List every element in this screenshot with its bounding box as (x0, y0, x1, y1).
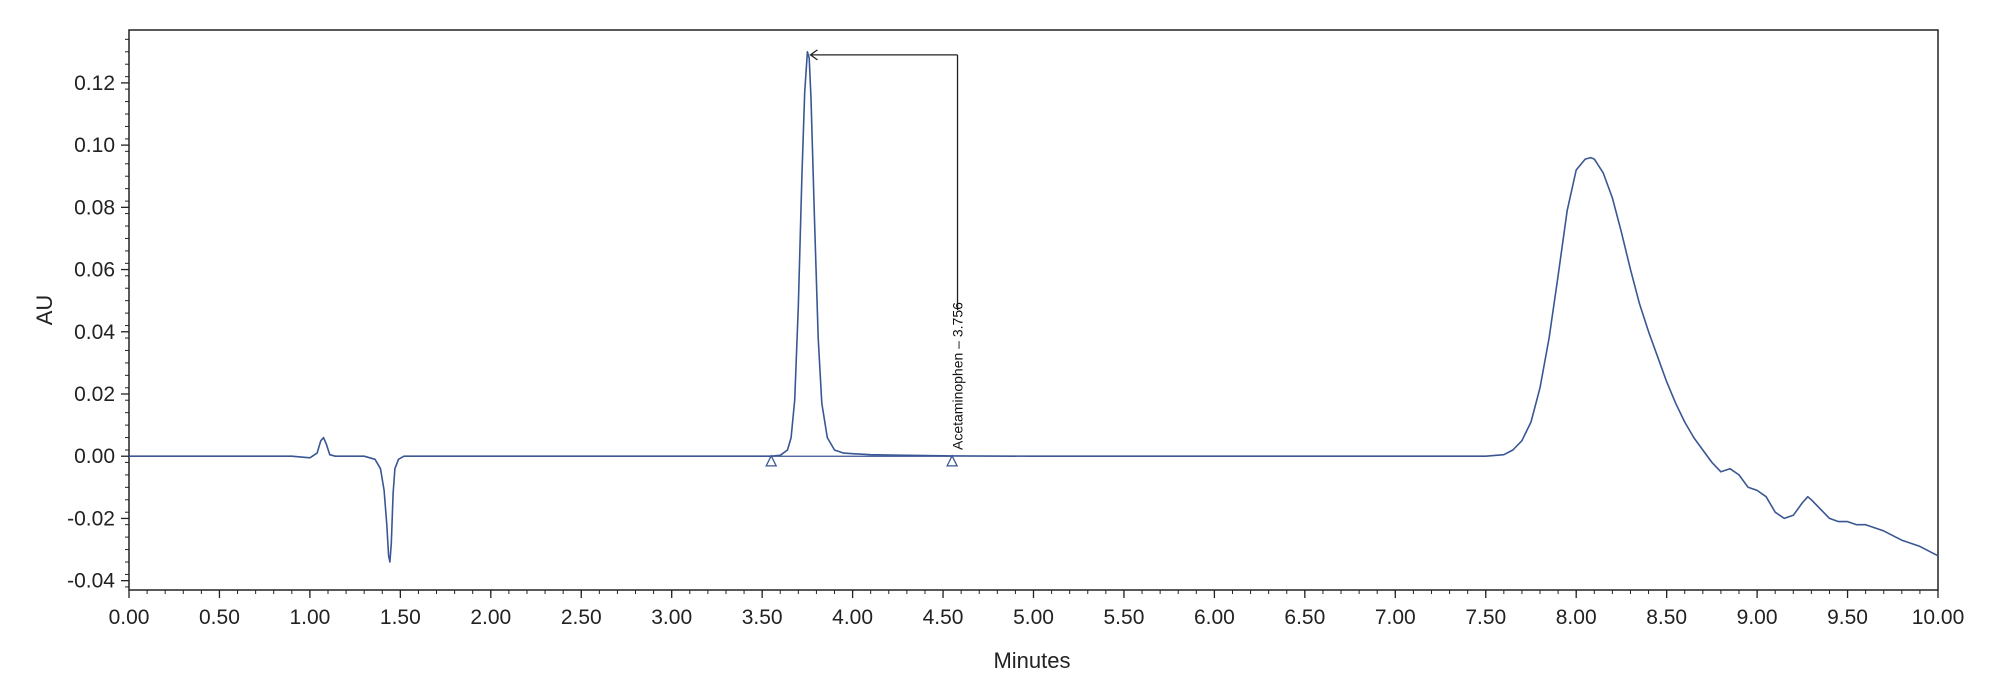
x-tick-label: 5.00 (1013, 606, 1054, 629)
y-tick-label: -0.04 (67, 570, 115, 593)
y-tick-label: -0.02 (67, 507, 115, 530)
x-tick-label: 2.00 (470, 606, 511, 629)
y-axis-title: AU (32, 295, 57, 326)
y-axis-ticks: -0.04 -0.02 0.00 0.02 0.04 0.06 0.08 0.10 0.12 (67, 72, 129, 593)
x-tick-label: 6.50 (1284, 606, 1325, 629)
x-tick-label: 4.00 (832, 606, 873, 629)
y-tick-label: 0.06 (74, 259, 115, 282)
integration-baseline (765, 454, 959, 467)
x-tick-label: 7.00 (1375, 606, 1416, 629)
x-tick-label: 6.00 (1194, 606, 1235, 629)
y-tick-label: 0.08 (74, 196, 115, 219)
peak-label: Acetaminophen – 3.756 (950, 302, 966, 450)
x-axis-title: Minutes (993, 648, 1070, 673)
plot-frame (128, 29, 1939, 591)
y-tick-label: 0.00 (74, 445, 115, 468)
integration-marker (765, 454, 778, 467)
x-tick-label: 10.00 (1912, 606, 1965, 629)
x-tick-label: 0.00 (109, 606, 150, 629)
x-tick-label: 9.00 (1737, 606, 1778, 629)
x-tick-label: 5.50 (1104, 606, 1145, 629)
y-tick-label: 0.12 (74, 72, 115, 95)
chromatogram-trace (129, 51, 1939, 563)
y-tick-label: 0.02 (74, 383, 115, 406)
y-tick-label: 0.04 (74, 321, 115, 344)
x-tick-label: 0.50 (199, 606, 240, 629)
x-tick-label: 8.00 (1556, 606, 1597, 629)
peak-annotations: Acetaminophen – 3.756 (809, 49, 966, 450)
y-minor-ticks (125, 38, 129, 588)
x-axis-ticks: 0.00 0.50 1.00 1.50 2.00 2.50 3.00 3.50 4.00 4.50… (109, 590, 1965, 629)
x-tick-label: 8.50 (1646, 606, 1687, 629)
x-tick-label: 3.00 (651, 606, 692, 629)
x-tick-label: 9.50 (1827, 606, 1868, 629)
integration-marker (946, 454, 959, 467)
annotation-arrowhead (809, 49, 818, 61)
x-tick-label: 3.50 (742, 606, 783, 629)
x-tick-label: 1.00 (289, 606, 330, 629)
x-tick-label: 2.50 (561, 606, 602, 629)
x-tick-label: 7.50 (1465, 606, 1506, 629)
x-tick-label: 1.50 (380, 606, 421, 629)
y-tick-label: 0.10 (74, 134, 115, 157)
x-tick-label: 4.50 (923, 606, 964, 629)
